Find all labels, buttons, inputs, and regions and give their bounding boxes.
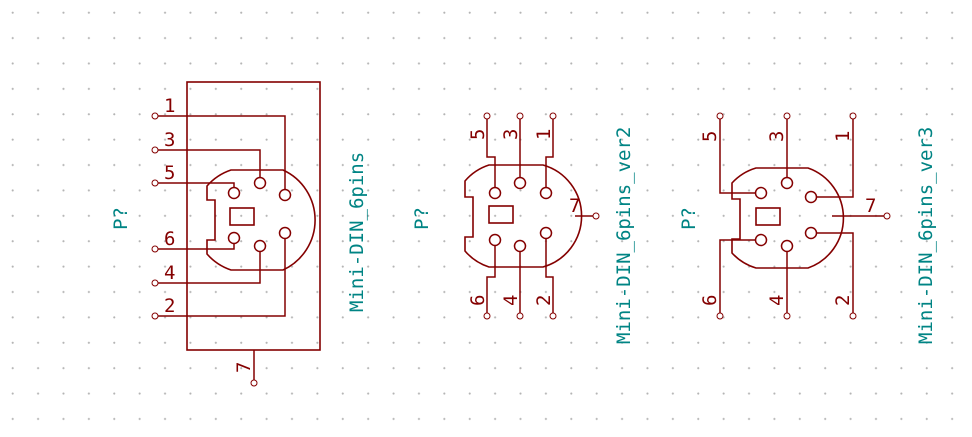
reference-designator[interactable]: P? (678, 207, 700, 230)
pin-end-1[interactable] (849, 112, 857, 120)
pin-end-5[interactable] (483, 112, 491, 120)
pin-hole-6 (227, 231, 241, 245)
pin-number-2: 2 (533, 295, 555, 306)
pin-hole-1 (278, 188, 292, 202)
pin-hole-3 (253, 176, 267, 190)
symbol-mini-din-6pins-ver2[interactable]: 5 3 1 6 4 2 7 P? Mini-DIN_6pins_ver2 (411, 112, 635, 344)
pin-number-1: 1 (832, 131, 854, 142)
pin-end-3[interactable] (783, 112, 791, 120)
wire-pin-2 (155, 238, 286, 317)
pin-hole-4 (780, 239, 794, 253)
pin-end-5[interactable] (716, 112, 724, 120)
pin-number-2: 2 (832, 295, 854, 306)
pin-hole-3 (513, 176, 527, 190)
reference-designator[interactable]: P? (110, 207, 132, 230)
pin-hole-1 (539, 186, 553, 200)
connector-key (755, 207, 781, 226)
wire-pin-5 (486, 116, 496, 188)
wire-pin-6 (486, 245, 496, 316)
pin-end-4[interactable] (516, 312, 524, 320)
pin-number-4: 4 (500, 295, 522, 306)
wire-pin-2 (816, 232, 854, 316)
connector-key (488, 205, 514, 224)
pin-end-5[interactable] (151, 179, 159, 187)
connector-outline (464, 164, 583, 268)
pin-end-6[interactable] (483, 312, 491, 320)
pin-number-1: 1 (164, 95, 175, 117)
pin-number-5: 5 (164, 162, 175, 184)
wire-pin-4 (155, 251, 261, 284)
pin-end-6[interactable] (151, 245, 159, 253)
pin-hole-4 (513, 239, 527, 253)
pin-number-6: 6 (164, 228, 175, 250)
pin-end-4[interactable] (783, 312, 791, 320)
pin-end-6[interactable] (716, 312, 724, 320)
pin-hole-5 (754, 186, 768, 200)
pin-number-2: 2 (164, 295, 175, 317)
pin-end-1[interactable] (151, 112, 159, 120)
pin-number-4: 4 (164, 262, 175, 284)
wire-pin-1 (816, 116, 854, 198)
wire-pin-5 (719, 116, 756, 194)
pin-hole-6 (488, 233, 502, 247)
wire-pin-6 (155, 243, 235, 250)
pin-number-7: 7 (233, 362, 255, 373)
reference-designator[interactable]: P? (411, 207, 433, 230)
connector-outline (731, 167, 845, 269)
pin-number-3: 3 (766, 131, 788, 142)
pin-number-5: 5 (467, 129, 489, 140)
symbol-mini-din-6pins-ver3[interactable]: 5 3 1 6 4 2 7 P? Mini-DIN_6pins_ver3 (678, 112, 937, 344)
pin-hole-2 (539, 226, 553, 240)
pin-end-7[interactable] (592, 212, 600, 220)
pin-end-2[interactable] (849, 312, 857, 320)
pin-hole-1 (804, 190, 818, 204)
pin-number-7: 7 (569, 195, 580, 217)
pin-number-7: 7 (865, 195, 876, 217)
wire-pin-1 (545, 116, 554, 188)
pin-end-2[interactable] (151, 312, 159, 320)
pin-number-6: 6 (467, 295, 489, 306)
pin-number-1: 1 (533, 129, 555, 140)
connector-key (229, 207, 255, 226)
pin-end-1[interactable] (549, 112, 557, 120)
pin-end-4[interactable] (151, 279, 159, 287)
pin-hole-5 (227, 186, 241, 200)
pin-number-6: 6 (699, 295, 721, 306)
connector-outline (206, 169, 316, 271)
pin-hole-2 (804, 226, 818, 240)
pin-end-3[interactable] (151, 146, 159, 154)
wire-pin-3 (155, 149, 261, 178)
wire-pin-2 (545, 238, 554, 316)
pin-number-5: 5 (699, 131, 721, 142)
value-label[interactable]: Mini-DIN_6pins (346, 152, 368, 312)
pin-end-7[interactable] (883, 212, 891, 220)
pin-hole-2 (278, 226, 292, 240)
pin-end-7[interactable] (250, 379, 258, 387)
wire-pin-5 (155, 182, 235, 188)
value-label[interactable]: Mini-DIN_6pins_ver3 (915, 127, 937, 344)
value-label[interactable]: Mini-DIN_6pins_ver2 (613, 127, 635, 344)
pin-end-2[interactable] (549, 312, 557, 320)
wire-pin-6 (719, 239, 756, 316)
pin-hole-5 (488, 186, 502, 200)
pin-hole-6 (754, 233, 768, 247)
pin-number-3: 3 (500, 129, 522, 140)
wire-pin-1 (155, 115, 286, 190)
symbol-mini-din-6pins[interactable]: 1 3 5 6 4 2 7 P? Mini-DIN_6pins (110, 81, 368, 387)
pin-number-3: 3 (164, 129, 175, 151)
pin-number-4: 4 (766, 295, 788, 306)
pin-hole-3 (780, 176, 794, 190)
pin-end-3[interactable] (516, 112, 524, 120)
pin-hole-4 (253, 239, 267, 253)
